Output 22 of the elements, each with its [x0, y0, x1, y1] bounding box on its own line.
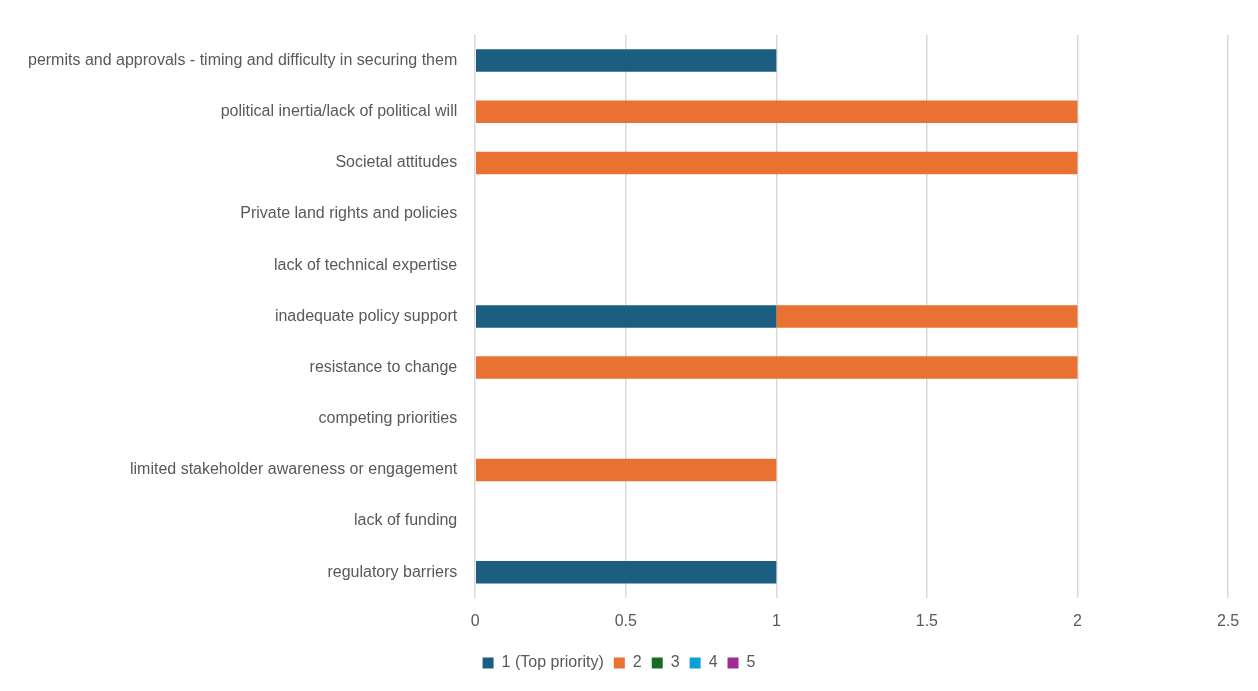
legend-label: 5 [746, 653, 756, 671]
x-tick-label: 2.5 [1216, 611, 1240, 629]
x-tick-label: 0 [470, 611, 480, 629]
y-tick-label: competing priorities [318, 409, 458, 427]
y-tick-label: political inertia/lack of political will [220, 102, 458, 120]
y-tick-label: Private land rights and policies [240, 204, 458, 222]
legend-label: 2 [632, 653, 642, 671]
legend-label: 1 (Top priority) [501, 653, 604, 671]
x-tick-label: 2 [1073, 611, 1082, 629]
y-tick-label: inadequate policy support [274, 306, 458, 324]
y-tick-label: resistance to change [309, 357, 458, 375]
y-tick-label: lack of technical expertise [274, 255, 458, 273]
y-tick-label: limited stakeholder awareness or engagement [129, 460, 458, 478]
y-tick-label: permits and approvals - timing and difficulty in securing them [27, 50, 458, 68]
legend-label: 3 [670, 653, 680, 671]
x-tick-label: 0.5 [614, 611, 638, 629]
x-tick-label: 1 [771, 611, 781, 629]
y-tick-label: regulatory barriers [327, 562, 458, 580]
y-tick-label: Societal attitudes [335, 153, 458, 171]
x-tick-label: 1.5 [915, 611, 939, 629]
y-tick-label: lack of funding [354, 511, 458, 529]
legend-label: 4 [708, 653, 718, 671]
